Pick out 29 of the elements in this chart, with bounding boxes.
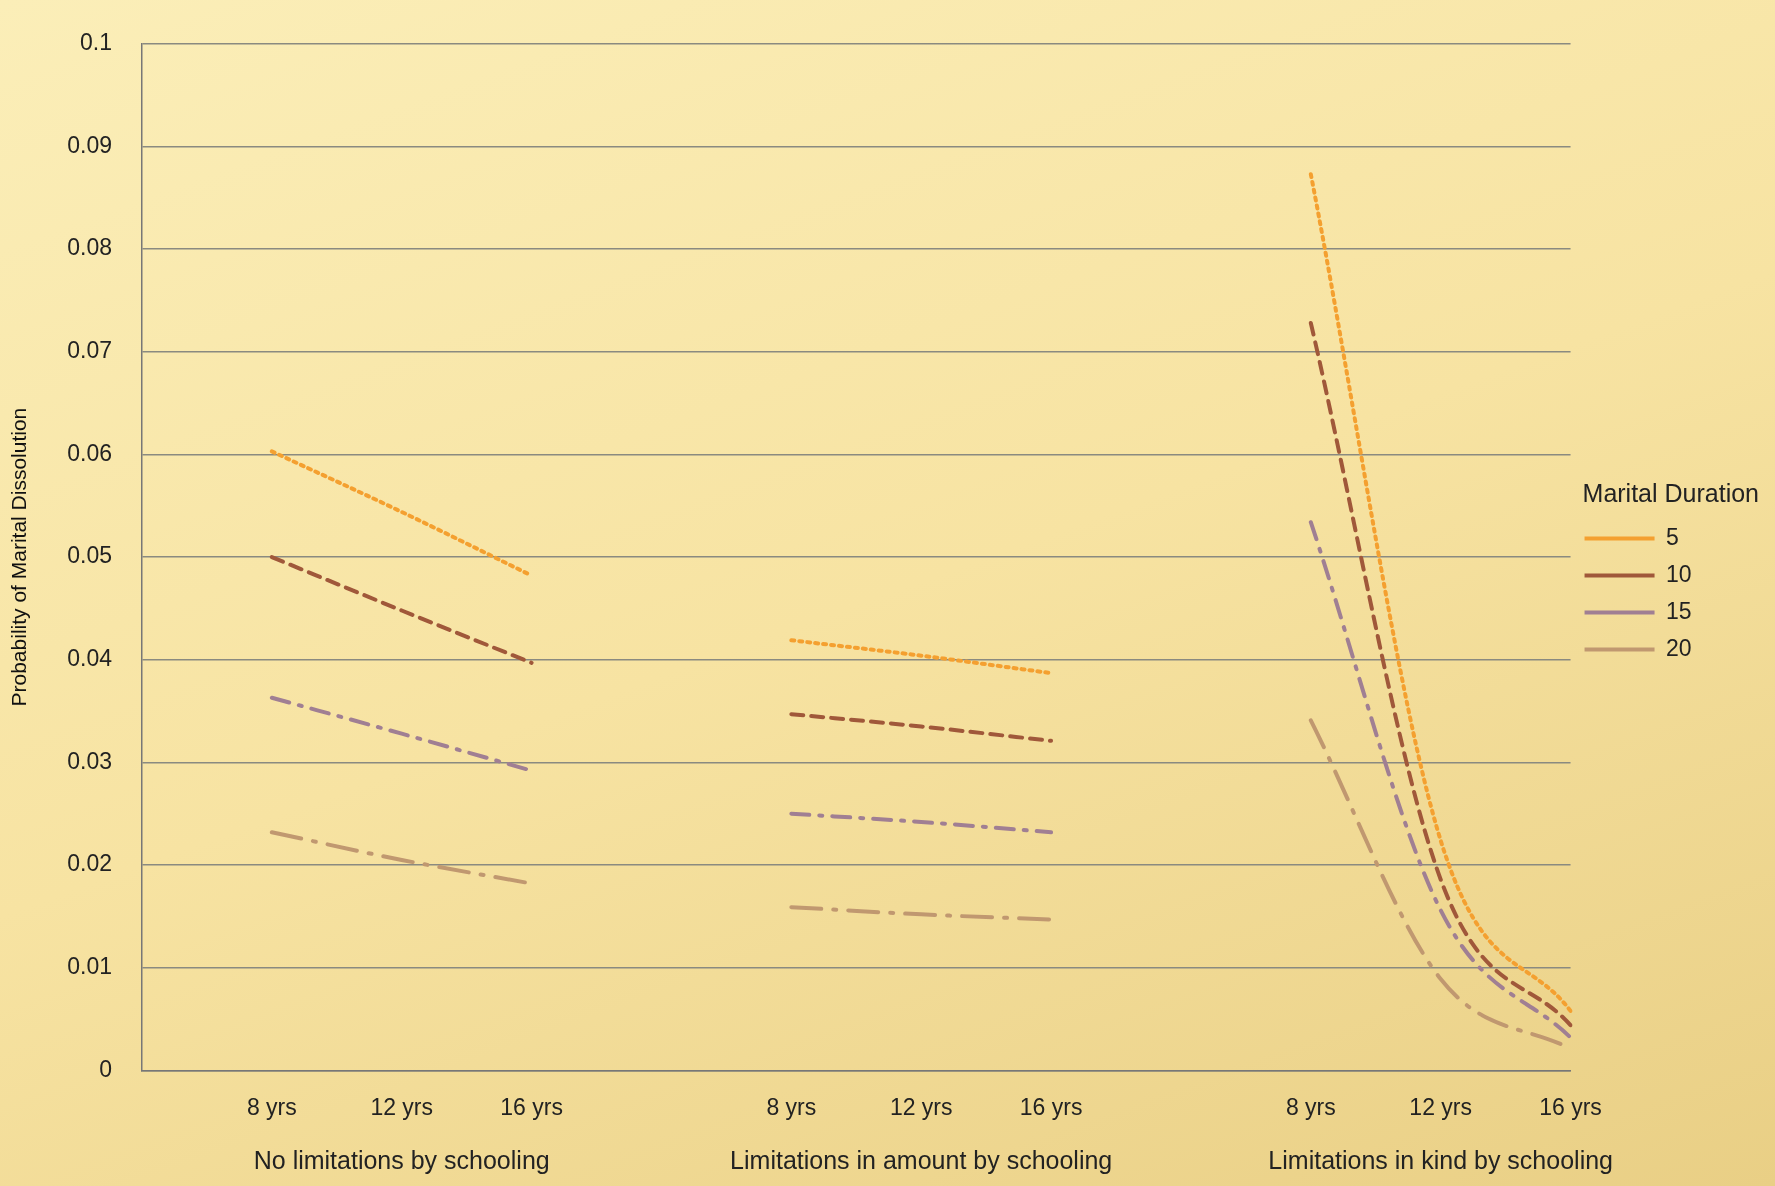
x-tick-label: 8 yrs: [246, 1093, 297, 1120]
y-tick-label: 0: [99, 1055, 112, 1082]
y-tick-label: 0.1: [79, 29, 112, 56]
legend-label: 15: [1666, 597, 1692, 624]
y-tick-label: 0.08: [67, 234, 112, 261]
y-tick-label: 0.01: [67, 953, 112, 980]
x-tick-label: 12 yrs: [1409, 1093, 1472, 1120]
y-tick-label: 0.02: [67, 850, 112, 877]
x-tick-label: 16 yrs: [1019, 1093, 1083, 1120]
y-axis-title: Probability of Marital Dissolution: [7, 407, 31, 707]
text: No limitations by schooling: [253, 1146, 550, 1175]
y-tick-label: 0.04: [67, 645, 113, 672]
legend-label: 20: [1666, 634, 1692, 661]
text: Limitations in kind by schooling: [1268, 1146, 1613, 1175]
y-tick-label: 0.07: [67, 337, 112, 364]
legend-label: 5: [1666, 523, 1679, 550]
x-tick-label: 16 yrs: [500, 1093, 563, 1120]
y-tick-label: 0.09: [67, 131, 112, 158]
x-tick-label: 8 yrs: [766, 1093, 817, 1120]
x-tick-label: 8 yrs: [1285, 1093, 1336, 1120]
x-tick-label: 12 yrs: [889, 1093, 953, 1120]
legend-title: Marital Duration: [1582, 479, 1759, 508]
x-tick-label: 12 yrs: [370, 1093, 434, 1120]
text: Limitations in amount by schooling: [730, 1146, 1113, 1175]
y-tick-label: 0.06: [67, 439, 112, 466]
y-tick-label: 0.03: [67, 747, 112, 774]
y-tick-label: 0.05: [67, 542, 112, 569]
x-tick-label: 16 yrs: [1539, 1093, 1602, 1120]
legend-label: 10: [1666, 560, 1692, 587]
